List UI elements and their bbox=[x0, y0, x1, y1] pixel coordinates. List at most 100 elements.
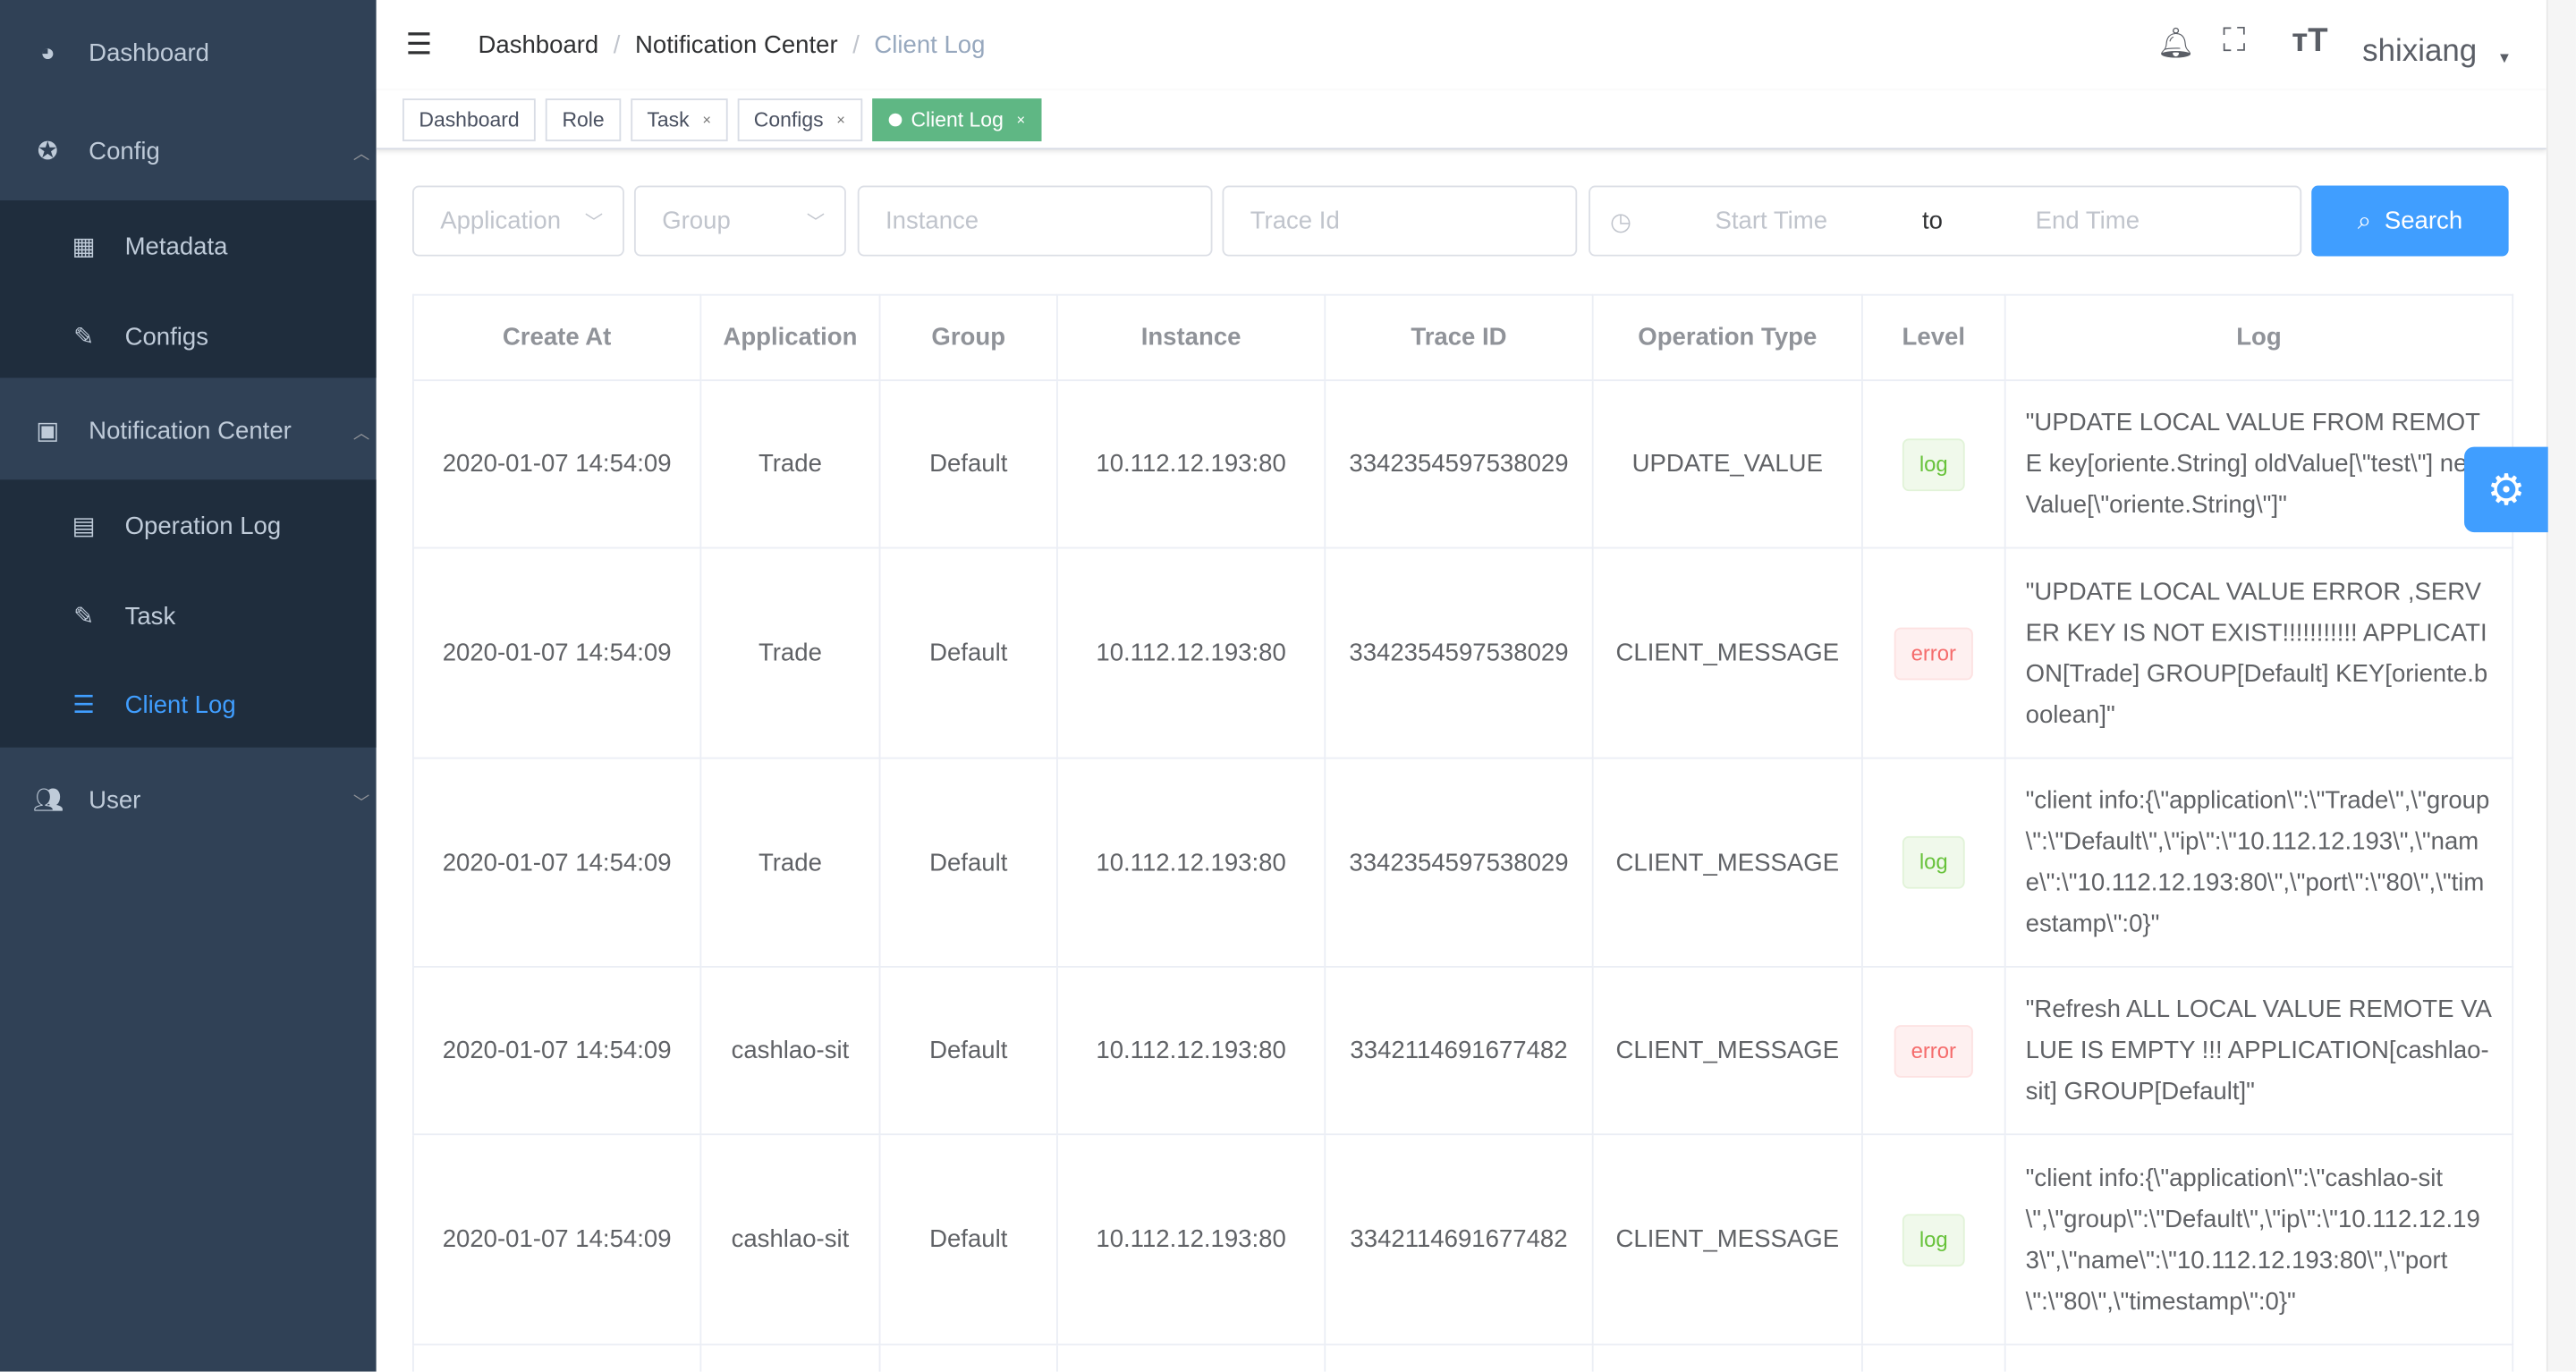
font-size-icon[interactable]: ᴛT bbox=[2292, 22, 2328, 60]
table-cell bbox=[878, 1343, 1058, 1372]
list-icon: ☰ bbox=[72, 691, 96, 720]
table-row bbox=[412, 1343, 2514, 1372]
label: Dashboard bbox=[419, 107, 520, 131]
end-time-input[interactable]: End Time bbox=[2035, 207, 2140, 235]
column-header: Instance bbox=[1055, 293, 1326, 382]
settings-button[interactable]: ⚙ bbox=[2464, 446, 2548, 533]
user-menu[interactable]: shixiang bbox=[2362, 34, 2478, 70]
search-button[interactable]: ⌕ Search bbox=[2311, 185, 2509, 257]
tag-dashboard[interactable]: Dashboard bbox=[402, 97, 537, 141]
table-cell: 3342354597538029 bbox=[1324, 546, 1594, 759]
level-badge: log bbox=[1902, 835, 1965, 889]
sidebar-item-notification-center[interactable]: ▣ Notification Center ︿ bbox=[33, 411, 377, 450]
label: Notification Center bbox=[89, 416, 292, 445]
level-cell: log bbox=[1860, 757, 2006, 968]
table-cell: CLIENT_MESSAGE bbox=[1591, 965, 1863, 1136]
placeholder: Trace Id bbox=[1250, 207, 1340, 235]
table-cell: "Refresh ALL LOCAL VALUE REMOTE VALUE IS… bbox=[2004, 965, 2514, 1136]
tag-client-log[interactable]: Client Log × bbox=[871, 97, 1042, 141]
sidebar-item-config[interactable]: ✪ Config ︿ bbox=[33, 131, 377, 171]
table-cell bbox=[699, 1343, 881, 1372]
sidebar-item-client-log[interactable]: ☰ Client Log bbox=[69, 687, 365, 723]
table-cell: Default bbox=[878, 757, 1058, 968]
tag-role[interactable]: Role bbox=[546, 97, 622, 141]
table-cell bbox=[1324, 1343, 1594, 1372]
table-cell: "UPDATE LOCAL VALUE FROM REMOTE key[orie… bbox=[2004, 379, 2514, 549]
table-cell: 2020-01-07 14:54:09 bbox=[412, 546, 702, 759]
label: Role bbox=[562, 107, 605, 131]
sidebar-item-task[interactable]: ✎ Task bbox=[69, 598, 365, 634]
table-header: Create At Application Group Instance Trace I… bbox=[412, 293, 2514, 382]
grid-icon: ▦ bbox=[72, 233, 96, 262]
tag-configs[interactable]: Configs × bbox=[737, 97, 862, 141]
breadcrumb-dashboard[interactable]: Dashboard bbox=[478, 30, 599, 60]
chevron-up-icon: ︿ bbox=[352, 145, 370, 164]
gear-icon: ⚙ bbox=[2487, 463, 2526, 513]
label: User bbox=[89, 785, 141, 815]
application-select[interactable]: Application ﹀ bbox=[412, 185, 624, 257]
message-icon: ▣ bbox=[36, 417, 60, 445]
bell-icon[interactable]: 🔔︎ bbox=[2157, 26, 2195, 60]
hamburger-icon[interactable]: ☰ bbox=[405, 28, 433, 61]
label: Dashboard bbox=[89, 38, 209, 67]
table-cell: 10.112.12.193:80 bbox=[1055, 1133, 1326, 1346]
close-icon[interactable]: × bbox=[836, 110, 845, 128]
table-cell: "UPDATE LOCAL VALUE ERROR ,SERVER KEY IS… bbox=[2004, 546, 2514, 759]
table-cell: Trade bbox=[699, 546, 881, 759]
table-cell: Trade bbox=[699, 757, 881, 968]
column-header: Application bbox=[699, 293, 881, 382]
start-time-input[interactable]: Start Time bbox=[1715, 207, 1828, 235]
table-row: 2020-01-07 14:54:09 cashlao-sit Default 10.… bbox=[412, 965, 2514, 1136]
sidebar-item-metadata[interactable]: ▦ Metadata bbox=[69, 228, 365, 264]
placeholder: Instance bbox=[885, 207, 979, 235]
table-cell: Default bbox=[878, 1133, 1058, 1346]
table-cell: 2020-01-07 14:54:09 bbox=[412, 379, 702, 549]
config-submenu: ▦ Metadata ✎ Configs bbox=[0, 200, 377, 378]
table-cell: cashlao-sit bbox=[699, 1133, 881, 1346]
tag-task[interactable]: Task × bbox=[631, 97, 728, 141]
edit-icon: ✎ bbox=[73, 603, 95, 631]
range-separator: to bbox=[1921, 207, 1943, 235]
table-cell: Trade bbox=[699, 379, 881, 549]
table-row: 2020-01-07 14:54:09 Trade Default 10.112.12… bbox=[412, 546, 2514, 759]
level-badge: error bbox=[1894, 1024, 1973, 1077]
label: Search bbox=[2384, 207, 2463, 235]
table-cell: Default bbox=[878, 379, 1058, 549]
close-icon[interactable]: × bbox=[702, 110, 712, 128]
caret-down-icon: ▼ bbox=[2496, 49, 2512, 66]
table-cell: 2020-01-07 14:54:09 bbox=[412, 757, 702, 968]
column-header: Group bbox=[878, 293, 1058, 382]
table-cell: 10.112.12.193:80 bbox=[1055, 546, 1326, 759]
active-dot-icon bbox=[887, 112, 902, 126]
label: Client Log bbox=[911, 107, 1004, 131]
fullscreen-icon[interactable]: ⛶ bbox=[2223, 22, 2246, 60]
sidebar-item-dashboard[interactable]: ◕ Dashboard bbox=[33, 33, 410, 72]
label: Task bbox=[647, 107, 690, 131]
main: ☰ Dashboard / Notification Center / Client L… bbox=[376, 0, 2546, 1372]
table-cell bbox=[1591, 1343, 1863, 1372]
breadcrumb-notification-center[interactable]: Notification Center bbox=[634, 30, 838, 60]
scrollbar[interactable] bbox=[2546, 0, 2576, 1372]
trace-id-input[interactable]: Trace Id bbox=[1222, 185, 1578, 257]
sidebar-item-operation-log[interactable]: ▤ Operation Log bbox=[69, 508, 365, 544]
group-select[interactable]: Group ﹀ bbox=[633, 185, 846, 257]
palette-icon: ✎ bbox=[73, 323, 95, 352]
sidebar-item-user[interactable]: 👥︎ User ﹀ bbox=[33, 780, 377, 819]
chevron-down-icon: ﹀ bbox=[352, 794, 370, 813]
user-icon: 👥︎ bbox=[32, 786, 64, 816]
table-cell: 3342354597538029 bbox=[1324, 379, 1594, 549]
date-range-picker[interactable]: ◷ Start Time to End Time bbox=[1589, 185, 2302, 257]
table-cell bbox=[2004, 1343, 2514, 1372]
table-cell: 10.112.12.193:80 bbox=[1055, 965, 1326, 1136]
placeholder: Application bbox=[440, 207, 562, 235]
close-icon[interactable]: × bbox=[1016, 110, 1026, 128]
level-badge: log bbox=[1902, 437, 1965, 491]
sidebar-item-configs[interactable]: ✎ Configs bbox=[69, 318, 365, 354]
instance-input[interactable]: Instance bbox=[857, 185, 1213, 257]
dashboard-icon: ◕ bbox=[39, 38, 55, 67]
label: Configs bbox=[753, 107, 824, 131]
table-row: 2020-01-07 14:54:09 Trade Default 10.112.12… bbox=[412, 757, 2514, 968]
placeholder: Group bbox=[662, 207, 731, 235]
document-icon: ▤ bbox=[72, 512, 96, 541]
label: Metadata bbox=[124, 232, 228, 261]
